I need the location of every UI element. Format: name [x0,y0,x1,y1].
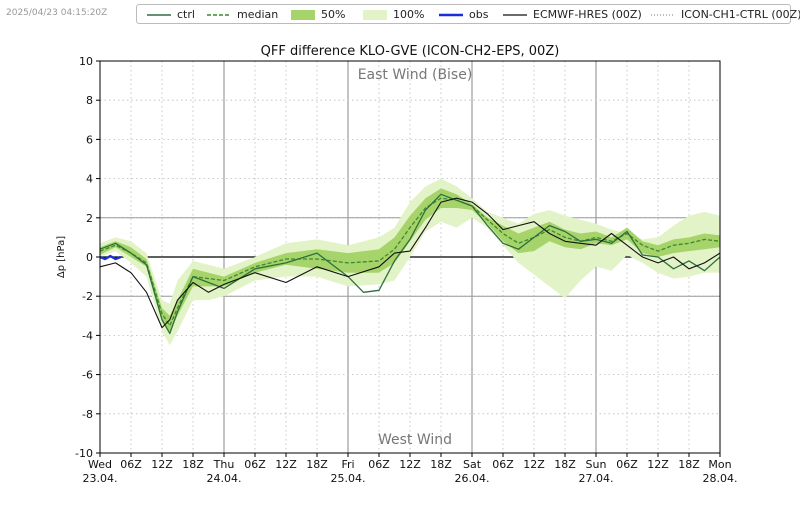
series-ctrl-line [99,193,721,335]
annotation-east-wind: East Wind (Bise) [358,67,473,83]
series-ecmwf-hres-line [99,197,721,329]
timestamp: 2025/04/23 04:15:20Z [6,8,108,18]
x-tick-label: 18Z [182,458,204,471]
x-tick-date-label: 27.04. [579,472,614,485]
series-layer [99,193,721,335]
legend-label: ctrl [177,8,195,21]
band-50pct [100,188,720,332]
series-median-line [99,197,721,327]
annotation-west-wind: West Wind [378,432,452,448]
y-tick-label: -6 [82,369,93,382]
x-tick-label: 12Z [151,458,173,471]
x-tick-label: Sun [586,458,607,471]
y-tick-label: 4 [86,173,93,186]
y-tick-label: 2 [86,212,93,225]
y-tick-label: 0 [86,251,93,264]
x-tick-label: 18Z [678,458,700,471]
legend-swatch-100pct [363,10,387,20]
chart-legend: ctrl median 50% 100% obs ECMWF-HRES (00Z… [136,4,800,24]
legend-item-icon-ch1-ctrl: ICON-CH1-CTRL (00Z) [649,8,800,22]
x-tick-label: 12Z [647,458,669,471]
x-tick-label: Sat [463,458,482,471]
chart-title: QFF difference KLO-GVE (ICON-CH2-EPS, 00… [261,44,560,59]
x-tick-date-label: 23.04. [83,472,118,485]
legend-label: 50% [321,8,346,21]
legend-item-50pct: 50% [289,8,353,22]
x-tick-label: 18Z [306,458,328,471]
x-tick-label: 18Z [430,458,452,471]
y-tick-label: 8 [86,94,93,107]
x-tick-label: 06Z [616,458,638,471]
x-tick-label: 06Z [368,458,390,471]
x-tick-date-label: 24.04. [207,472,242,485]
x-tick-label: 12Z [399,458,421,471]
y-tick-label: 10 [79,55,93,68]
band-100pct-layer [100,178,720,346]
annotation-layer: East Wind (Bise) West Wind [358,67,473,448]
x-tick-date-label: 26.04. [455,472,490,485]
y-tick-label: -4 [82,329,93,342]
legend-label: obs [469,8,489,21]
x-tick-label: 06Z [492,458,514,471]
y-tick-label: -2 [82,290,93,303]
x-tick-date-label: 28.04. [703,472,738,485]
legend-label: ICON-CH1-CTRL (00Z) [681,8,800,21]
x-tick-label: Mon [708,458,731,471]
legend-label: median [237,8,279,21]
series-obs-line [99,254,122,261]
y-tick-label: -8 [82,408,93,421]
x-tick-label: 12Z [523,458,545,471]
x-tick-label: Wed [88,458,112,471]
y-axis-label: Δp [hPa] [56,236,67,278]
legend-label: 100% [393,8,425,21]
band-100pct [100,178,720,346]
y-tick-label: -10 [75,447,93,460]
band-50pct-layer [100,188,720,332]
legend-item-100pct: 100% [361,8,431,22]
legend-label: ECMWF-HRES (00Z) [533,8,642,21]
legend-item-median: median [205,8,295,22]
legend-swatch-50pct [291,10,315,20]
x-tick-label: 12Z [275,458,297,471]
legend-item-obs: obs [437,8,497,22]
x-tick-label: 06Z [120,458,142,471]
x-tick-label: 18Z [554,458,576,471]
legend-item-ctrl: ctrl [145,8,205,22]
x-tick-date-label: 25.04. [331,472,366,485]
x-tick-label: Fri [341,458,354,471]
legend-item-ecmwf-hres: ECMWF-HRES (00Z) [501,8,651,22]
x-tick-label: 06Z [244,458,266,471]
x-tick-label: Thu [213,458,235,471]
y-tick-label: 6 [86,133,93,146]
